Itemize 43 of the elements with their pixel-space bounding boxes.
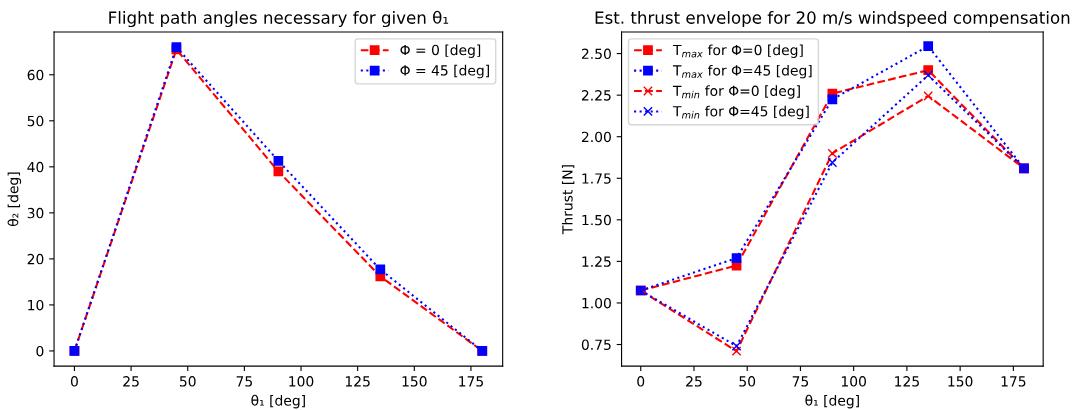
chart-title: Est. thrust envelope for 20 m/s windspeed compensation: [595, 10, 1070, 28]
x-tick-label: 100: [289, 376, 314, 387]
y-tick-label: 50: [27, 115, 44, 127]
y-axis-title: Thrust [N]: [561, 165, 575, 235]
x-tick-label: 75: [792, 376, 809, 387]
y-tick-label: 2.00: [581, 131, 611, 143]
x-tick-label: 150: [402, 376, 427, 387]
y-tick-label: 1.00: [582, 297, 611, 309]
x-tick-label: 75: [236, 376, 252, 387]
y-tick-label: 1.25: [582, 256, 611, 267]
x-tick-label: 175: [459, 376, 483, 387]
chart-title: Flight path angles necessary for given θ₁: [109, 10, 449, 28]
y-tick-label: 1.75: [582, 173, 611, 184]
x-tick-label: 175: [1001, 376, 1026, 387]
legend-label: Φ = 0 [deg]: [400, 44, 481, 58]
x-tick-label: 50: [179, 376, 196, 387]
y-axis-title: θ₂ [deg]: [7, 172, 22, 227]
x-tick-label: 50: [739, 376, 756, 387]
legend-label: T$_{min}$ for Φ=0 [deg]: [672, 85, 800, 99]
x-tick-label: 25: [123, 376, 139, 387]
y-tick-label: 30: [27, 207, 44, 219]
y-tick-label: 2.50: [581, 48, 611, 60]
y-tick-label: 10: [28, 299, 44, 311]
x-tick-label: 100: [841, 376, 866, 387]
y-tick-label: 0: [36, 345, 44, 357]
y-tick-label: 1.50: [582, 214, 611, 226]
x-tick-label: 25: [686, 376, 702, 387]
y-tick-label: 60: [27, 69, 44, 81]
x-tick-label: 125: [345, 376, 370, 387]
legend-label: Φ = 45 [deg]: [400, 64, 489, 79]
x-tick-label: 150: [948, 376, 973, 387]
legend-label: T$_{max}$ for Φ=0 [deg]: [672, 44, 803, 58]
x-tick-label: 0: [70, 376, 78, 387]
y-tick-label: 0.75: [581, 339, 611, 350]
y-tick-label: 20: [27, 253, 44, 265]
legend-label: T$_{min}$ for Φ=45 [deg]: [672, 105, 809, 120]
y-tick-label: 2.25: [581, 90, 611, 101]
legend-label: T$_{max}$ for Φ=45 [deg]: [672, 64, 812, 79]
x-tick-label: 0: [637, 376, 645, 387]
x-tick-label: 125: [895, 376, 919, 387]
x-axis-title: θ₁ [deg]: [805, 394, 859, 409]
x-axis-title: θ₁ [deg]: [251, 394, 305, 409]
y-tick-label: 40: [27, 161, 44, 173]
